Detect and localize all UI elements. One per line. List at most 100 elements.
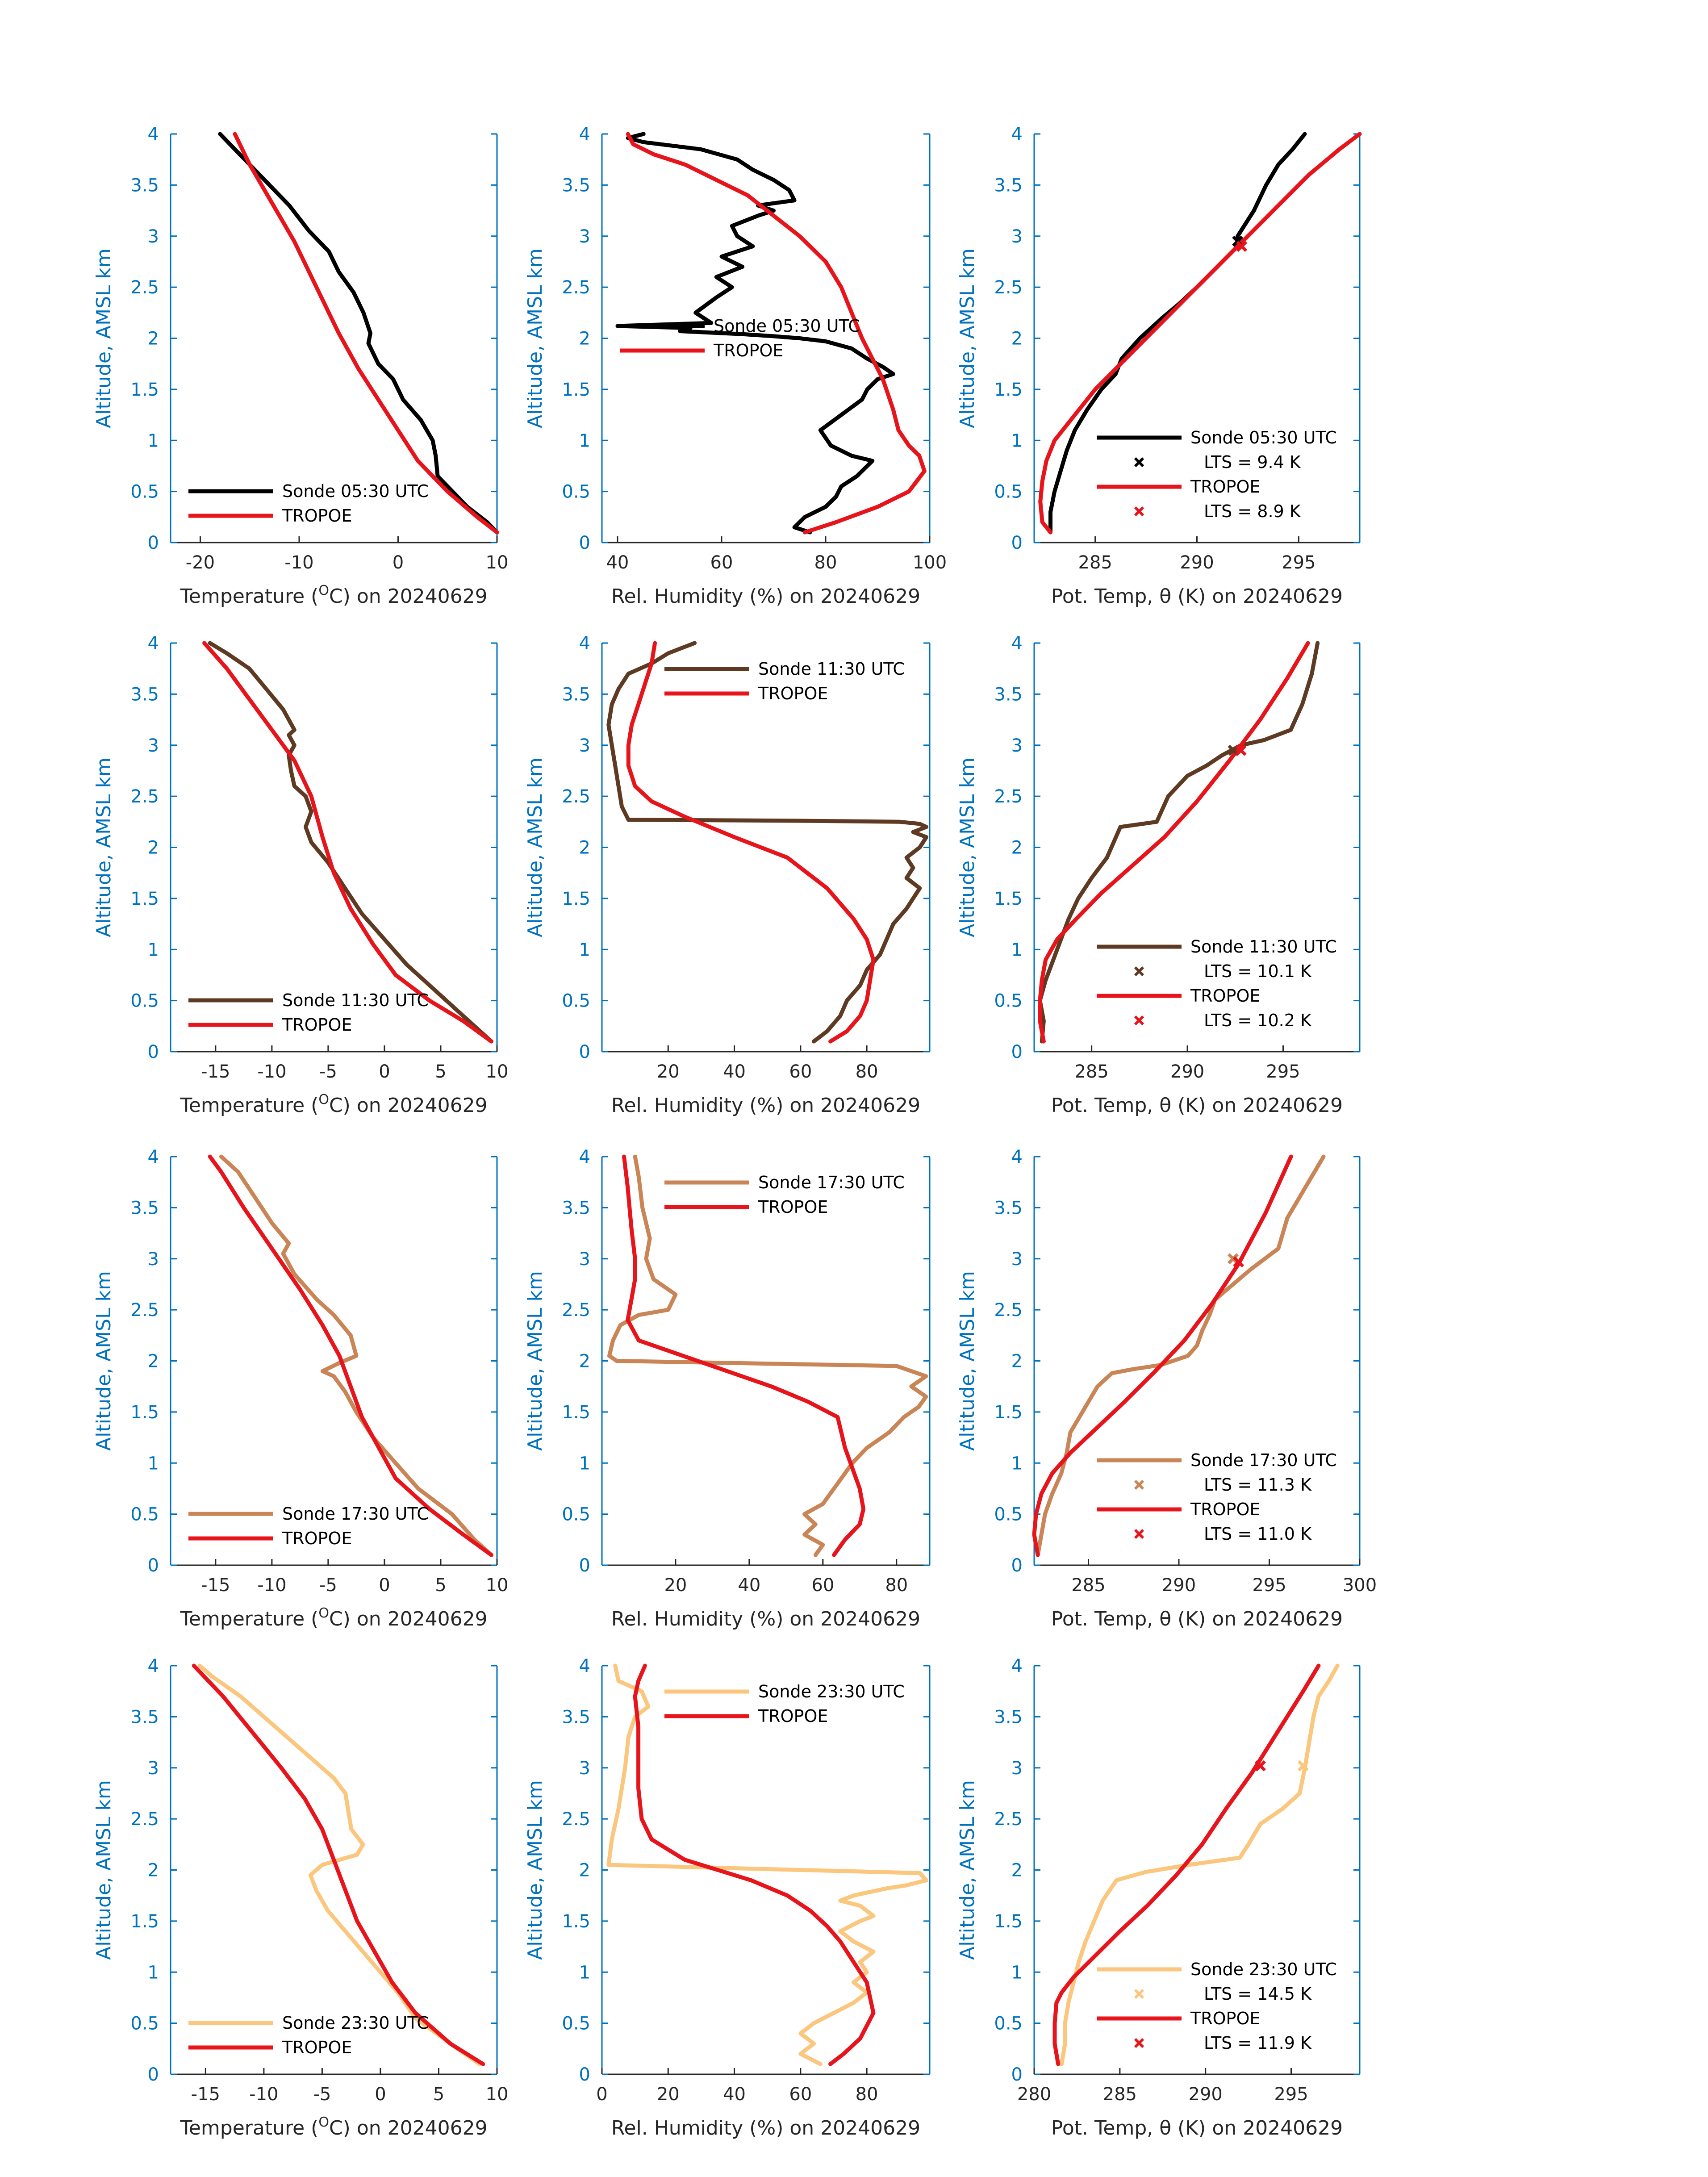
- y-axis-label: Altitude, AMSL km: [956, 248, 979, 428]
- y-tick-label: 3.5: [994, 175, 1023, 196]
- y-tick-label: 4: [1011, 1656, 1023, 1676]
- y-tick-label: 0: [579, 1042, 590, 1062]
- x-tick-label: 0: [379, 1061, 390, 1082]
- y-tick-label: 2.5: [562, 786, 590, 807]
- y-tick-label: 3: [579, 226, 590, 247]
- x-tick-label: 0: [375, 2084, 386, 2105]
- x-axis-label: Pot. Temp, θ (K) on 20240629: [1051, 1094, 1343, 1117]
- y-tick-label: 2: [148, 838, 159, 858]
- legend: Sonde 11:30 UTC TROPOE: [188, 990, 429, 1035]
- legend-label: TROPOE: [758, 1706, 828, 1726]
- x-tick-label: 5: [435, 1575, 446, 1596]
- y-axis-label: Altitude, AMSL km: [92, 1271, 115, 1451]
- y-tick-label: 1.5: [130, 889, 159, 909]
- lts-marker: [1233, 1256, 1244, 1268]
- x-tick-label: -5: [319, 1575, 337, 1596]
- y-tick-label: 0: [148, 1042, 159, 1062]
- y-tick-label: 4: [1011, 124, 1023, 145]
- x-tick-label: 80: [814, 552, 837, 573]
- legend-marker: [1134, 2038, 1144, 2048]
- y-tick-label: 1.5: [994, 889, 1023, 909]
- x-tick-label: 40: [738, 1575, 760, 1596]
- x-axis-label: Temperature (OC) on 20240629: [180, 1092, 487, 1117]
- series-line-sonde: [1036, 1154, 1326, 1557]
- y-tick-label: 1: [148, 1962, 159, 1983]
- y-tick-label: 2: [579, 1860, 590, 1881]
- x-tick-label: 20: [657, 1061, 680, 1082]
- y-tick-label: 3.5: [562, 1198, 590, 1218]
- x-axis-label: Temperature (OC) on 20240629: [180, 2114, 487, 2139]
- y-tick-label: 2: [579, 329, 590, 349]
- y-tick-label: 2.5: [562, 1300, 590, 1320]
- legend: Sonde 05:30 UTC TROPOE: [188, 481, 429, 526]
- legend-label: Sonde 17:30 UTC: [758, 1173, 905, 1192]
- series-line-tropoe: [626, 641, 876, 1044]
- chart-rh-row-1: 0 0.5 1 1.5 2 2.5 3 3.5 4 40 60 80 100 Altitude, AMSL…: [524, 124, 947, 608]
- y-axis-label: Altitude, AMSL km: [956, 757, 979, 937]
- legend-label: Sonde 23:30 UTC: [1190, 1960, 1337, 1979]
- series-line-tropoe: [1038, 132, 1362, 535]
- chart-rh-row-2: 0 0.5 1 1.5 2 2.5 3 3.5 4 20 40 60 80 Altitude, AMSL …: [524, 633, 931, 1117]
- y-tick-label: 3.5: [994, 684, 1023, 705]
- series-line-tropoe: [1038, 641, 1310, 1044]
- x-tick-label: 60: [710, 552, 733, 573]
- y-tick-label: 1.5: [562, 380, 590, 400]
- y-tick-label: 3: [579, 1758, 590, 1779]
- legend-marker: [1134, 1479, 1144, 1490]
- y-tick-label: 0.5: [562, 2014, 590, 2034]
- legend-label: TROPOE: [713, 341, 783, 360]
- legend-label: Sonde 23:30 UTC: [282, 2013, 429, 2033]
- y-tick-label: 1.5: [562, 1402, 590, 1423]
- x-tick-label: 295: [1266, 1061, 1300, 1082]
- y-tick-label: 4: [579, 124, 590, 145]
- x-tick-label: 40: [723, 1061, 746, 1082]
- x-tick-label: 40: [723, 2084, 746, 2105]
- y-tick-label: 0.5: [130, 2014, 159, 2034]
- y-tick-label: 2: [579, 1351, 590, 1372]
- y-tick-label: 2.5: [994, 277, 1023, 298]
- legend-label: Sonde 11:30 UTC: [758, 659, 905, 679]
- y-tick-label: 1: [148, 940, 159, 960]
- x-tick-label: -15: [201, 1061, 230, 1082]
- x-axis-label: Temperature (OC) on 20240629: [180, 1605, 487, 1630]
- y-axis-label: Altitude, AMSL km: [524, 1780, 547, 1960]
- legend-label: Sonde 05:30 UTC: [714, 316, 860, 336]
- y-tick-label: 3: [148, 1758, 159, 1779]
- legend-label: TROPOE: [758, 684, 828, 703]
- series-line-tropoe: [1052, 1663, 1321, 2066]
- y-tick-label: 0: [1011, 533, 1023, 553]
- y-tick-label: 2.5: [562, 277, 590, 298]
- y-tick-label: 3.5: [562, 684, 590, 705]
- y-tick-label: 2: [1011, 1860, 1023, 1881]
- y-tick-label: 0: [148, 2064, 159, 2085]
- y-tick-label: 1.5: [994, 1402, 1023, 1423]
- chart-temperature-row-2: 0 0.5 1 1.5 2 2.5 3 3.5 4 -15 -10 -5 0 5 10 Altitude, A…: [92, 633, 508, 1117]
- y-axis-label: Altitude, AMSL km: [524, 757, 547, 937]
- y-tick-label: 2.5: [994, 1300, 1023, 1320]
- x-tick-label: 0: [393, 552, 404, 573]
- legend: Sonde 17:30 UTC LTS = 11.3 K TROPOE LTS = 1…: [1097, 1450, 1337, 1544]
- legend: Sonde 17:30 UTC TROPOE: [188, 1504, 429, 1548]
- y-tick-label: 0: [579, 533, 590, 553]
- y-tick-label: 0: [148, 533, 159, 553]
- y-tick-label: 1: [1011, 1453, 1023, 1474]
- legend: Sonde 05:30 UTC TROPOE: [620, 316, 860, 360]
- series-line-sonde: [615, 132, 895, 535]
- legend-marker: [1134, 457, 1144, 468]
- legend-marker: [1134, 966, 1144, 977]
- series-line-tropoe: [626, 132, 927, 535]
- legend-label: Sonde 05:30 UTC: [282, 481, 429, 501]
- x-tick-label: 280: [1017, 2084, 1051, 2105]
- x-tick-label: 290: [1180, 552, 1214, 573]
- x-axis-label: Rel. Humidity (%) on 20240629: [611, 1094, 920, 1117]
- y-tick-label: 0.5: [994, 482, 1023, 502]
- y-tick-label: 1.5: [130, 1402, 159, 1423]
- series-line-sonde: [606, 1663, 929, 2066]
- x-tick-label: -10: [284, 552, 313, 573]
- legend-label: Sonde 05:30 UTC: [1190, 428, 1337, 447]
- y-tick-label: 3: [148, 226, 159, 247]
- y-tick-label: 4: [579, 633, 590, 654]
- y-tick-label: 2.5: [994, 1809, 1023, 1830]
- y-tick-label: 2: [148, 1860, 159, 1881]
